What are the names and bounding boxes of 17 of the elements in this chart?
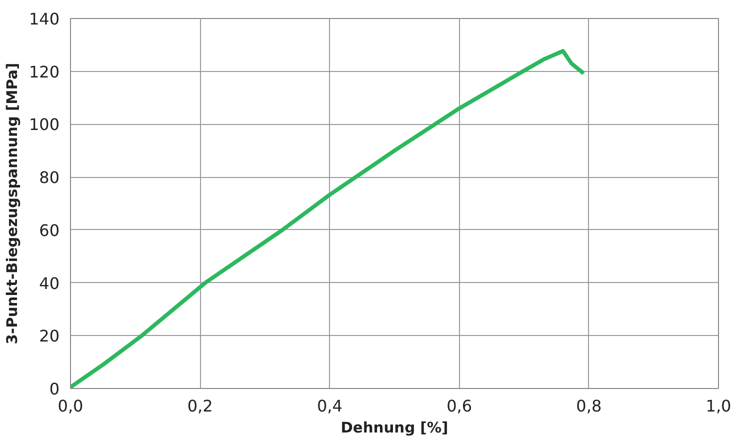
y-tick-label: 140 xyxy=(28,10,60,28)
x-tick-label: 0,6 xyxy=(446,396,472,416)
y-tick-label: 40 xyxy=(39,274,60,293)
y-tick-label: 0 xyxy=(49,380,60,398)
x-tick-label: 0,4 xyxy=(316,396,342,416)
x-tick-label: 1,0 xyxy=(706,396,732,416)
y-tick-label: 20 xyxy=(39,326,60,346)
y-tick-label: 100 xyxy=(28,115,60,134)
y-axis-title: 3-Punkt-Biegezugspannung [MPa] xyxy=(4,62,21,344)
x-axis-title: Dehnung [%] xyxy=(340,420,448,436)
y-tick-label: 120 xyxy=(28,62,60,82)
x-tick-label: 0,0 xyxy=(58,396,84,416)
x-tick-label: 0,8 xyxy=(576,396,602,416)
y-tick-label: 60 xyxy=(39,220,60,240)
x-tick-label: 0,2 xyxy=(187,396,213,416)
y-tick-label: 80 xyxy=(39,168,60,188)
line-series xyxy=(70,49,586,388)
